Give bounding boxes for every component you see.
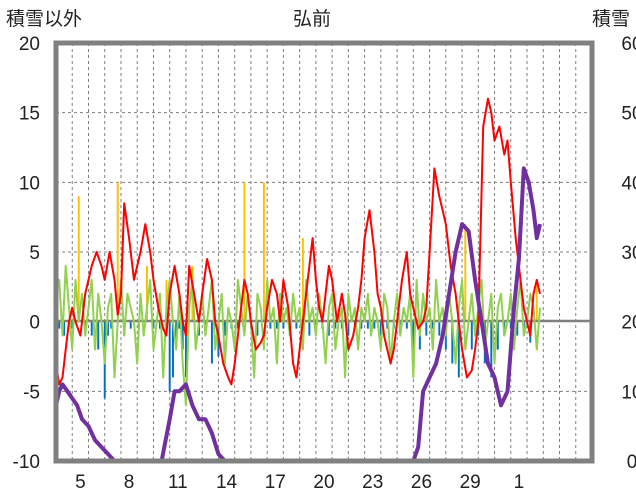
precip-bar [425,321,428,336]
right-axis-title: 積雪 [592,8,630,30]
right-tick-label: 30 [621,243,636,264]
precip-bar [282,321,285,329]
precip-bar [152,321,155,329]
precip-bar [275,321,278,329]
right-tick-label: 0 [627,452,636,473]
right-tick-label: 20 [621,313,636,334]
precip-bar [90,321,93,336]
precip-bar [438,321,441,336]
precip-bar [405,321,408,329]
precip-bar [158,321,161,329]
precip-bar [366,321,369,329]
x-tick-label: 17 [265,472,286,493]
grid [56,43,592,461]
precip-bar [181,321,184,350]
x-tick-label: 26 [411,472,432,493]
left-tick-label: 5 [29,243,40,264]
left-tick-label: -5 [23,382,40,403]
right-tick-labels: 0 10 20 30 40 50 60 [621,34,636,473]
precip-bar [373,321,376,329]
precip-bar [178,321,181,329]
precip-bar [327,321,330,336]
precip-bar [171,321,174,378]
precip-bar [347,321,350,336]
precip-bar [262,182,265,322]
precip-bar [360,321,363,329]
precip-bar [116,182,119,322]
x-tick-labels: 5 8 11 14 17 20 23 26 29 1 [75,472,524,493]
right-tick-label: 60 [621,34,636,55]
precip-bar [457,321,460,378]
precip-bar [464,224,467,322]
precip-bar [243,182,246,322]
left-tick-label: -10 [13,452,40,473]
left-tick-labels: -10 -5 0 5 10 15 20 [13,34,40,473]
x-tick-label: 14 [216,472,238,493]
precip-bar [77,196,80,322]
precip-bar [496,321,499,350]
plot-frame [53,40,595,464]
precip-bar [334,321,337,329]
x-tick-label: 23 [362,472,383,493]
x-tick-label: 20 [313,472,334,493]
precip-bar [535,279,538,322]
precip-bar [97,321,100,350]
precip-bar [269,321,272,329]
chart-title: 弘前 [293,8,331,30]
precip-bar [129,321,132,329]
precip-bar [110,321,113,329]
precip-bar [256,321,259,336]
wind_like-line [55,264,541,407]
x-tick-label: 1 [514,472,525,493]
x-tick-label: 8 [124,472,135,493]
precip-bar [168,321,171,392]
precip-bar [490,321,493,378]
precip-bar [175,321,178,343]
precip-bar [379,321,382,336]
x-tick-label: 11 [168,472,188,493]
x-tick-label: 5 [75,472,86,493]
precip-bar [210,321,213,364]
precip-bar [295,321,298,329]
x-tick-label: 29 [460,472,481,493]
precip-bar [63,321,66,336]
precip-bar [71,321,74,329]
precip-bar [412,321,415,364]
right-tick-label: 40 [621,173,636,194]
temperature-line [55,97,541,386]
precip-bar [58,321,61,329]
precip-bar [308,321,311,336]
precip-bar [301,238,304,322]
precip-bar [470,321,473,350]
right-tick-label: 10 [621,382,636,403]
precip-bar [145,265,148,322]
precip-bar [451,321,454,364]
precip-bar [431,321,434,329]
precip-bar [223,321,226,336]
left-tick-label: 10 [19,173,40,194]
right-tick-label: 50 [621,104,636,125]
left-axis-title: 積雪以外 [6,8,82,30]
precip-bar [236,321,239,329]
precip-bar [516,321,519,336]
left-tick-label: 0 [29,313,40,334]
left-tick-label: 20 [19,34,40,55]
left-tick-label: 15 [19,104,40,125]
precip-bar [107,321,109,336]
precip-bar [184,321,187,378]
